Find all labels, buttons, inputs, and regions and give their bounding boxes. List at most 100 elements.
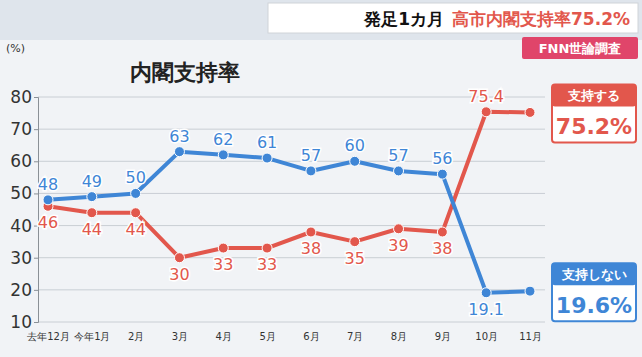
x-tick: 今年1月 [74,331,110,342]
point [131,208,141,218]
x-tick-label: 11月 [519,331,542,342]
y-tick-mark [34,322,38,323]
point [394,166,404,176]
data-label: 30 [169,265,189,284]
y-tick: 20 [10,280,38,300]
x-tick: 6月 [303,331,319,342]
data-label: 33 [213,255,233,274]
point [43,195,53,205]
grid [38,97,545,322]
x-tick-label: 今年1月 [74,331,110,342]
y-tick-label: 60 [10,151,32,171]
y-tick: 30 [10,248,38,268]
y-tick-mark [34,97,38,98]
y-tick-label: 40 [10,216,32,236]
y-tick-label: 10 [10,312,32,332]
data-label: 46 [38,213,58,232]
data-label: 44 [125,220,145,239]
grid-line [38,257,545,258]
y-tick-label: 30 [10,248,32,268]
source: FNN世論調査 [539,41,622,56]
title-prefix: 発足1カ月 [363,9,444,29]
legend-item: 支持しない19.6% [552,263,636,321]
data-label: 38 [301,239,321,258]
x-tick: 7月 [347,331,363,342]
x-tick-label: 7月 [347,331,363,342]
data-labels: 4644443033333835393875.44849506362615760… [38,87,504,319]
y-tick-label: 20 [10,280,32,300]
point [481,107,491,117]
source-box [522,37,638,59]
data-label: 62 [213,130,233,149]
y-tick-mark [34,161,38,162]
point [306,166,316,176]
data-label: 49 [82,172,102,191]
y-tick-mark [34,129,38,130]
title-box [268,3,638,33]
data-label: 33 [257,255,277,274]
x-tick: 去年12月 [27,331,70,342]
point [437,227,447,237]
x-tick-label: 5月 [259,331,275,342]
data-label: 48 [38,175,58,194]
y-tick: 50 [10,183,38,203]
data-label: 57 [301,146,321,165]
data-label: 35 [345,249,365,268]
y-tick: 70 [10,119,38,139]
legend-value-box [552,84,636,142]
x-tick: 11月 [519,331,542,342]
x-tick-label: 8月 [391,331,407,342]
plot-panel [0,40,642,357]
x-tick: 9月 [435,331,451,342]
data-label: 63 [169,127,189,146]
point [525,107,535,117]
x-tick-label: 4月 [216,331,232,342]
title-main: 高市内閣支持率75.2% [452,9,630,29]
x-tick-label: 2月 [128,331,144,342]
data-label: 38 [432,239,452,258]
data-label: 50 [125,168,145,187]
grid-line [38,129,545,130]
data-label: 44 [82,220,102,239]
x-tick-label: 10月 [475,331,498,342]
point [174,147,184,157]
marks [43,107,535,298]
point [262,153,272,163]
data-label: 56 [432,149,452,168]
y-tick: 10 [10,312,38,332]
point [218,243,228,253]
chart: 10 20 30 40 50 60 70 80 去年12月今年1月 2月 3月 4月 5月 6月 7月 8月 9… [0,0,642,357]
data-label: 57 [388,146,408,165]
y-tick-label: 50 [10,183,32,203]
data-label: 61 [257,133,277,152]
legend: 支持する75.2% 支持しない19.6% [552,84,636,321]
point [481,288,491,298]
point [87,208,97,218]
x-tick-label: 去年12月 [27,331,70,342]
x-tick: 3月 [172,331,188,342]
legend-value: 19.6% [556,293,632,318]
x-axis: 去年12月今年1月 2月 3月 4月 5月 6月 7月 8月 9月 10月 11月 [27,331,542,342]
x-tick-label: 6月 [303,331,319,342]
point [306,227,316,237]
legend-name-box [552,263,636,285]
data-label: 39 [388,236,408,255]
y-tick-mark [34,258,38,259]
x-tick: 8月 [391,331,407,342]
title-group: 発足1カ月高市内閣支持率75.2% [268,3,638,33]
title: 発足1カ月高市内閣支持率75.2% [363,9,630,29]
legend-item: 支持する75.2% [552,84,636,142]
y-axis: 10 20 30 40 50 60 70 80 [10,87,38,332]
chart-label: 内閣支持率 [130,60,240,85]
y-tick-label: 80 [10,87,32,107]
x-tick: 10月 [475,331,498,342]
y-tick: 60 [10,151,38,171]
point [174,253,184,263]
legend-name: 支持する [567,88,620,103]
x-tick-label: 3月 [172,331,188,342]
data-label: 75.4 [468,87,504,106]
point [394,224,404,234]
point [525,286,535,296]
x-tick-label: 9月 [435,331,451,342]
grid-line [38,225,545,226]
